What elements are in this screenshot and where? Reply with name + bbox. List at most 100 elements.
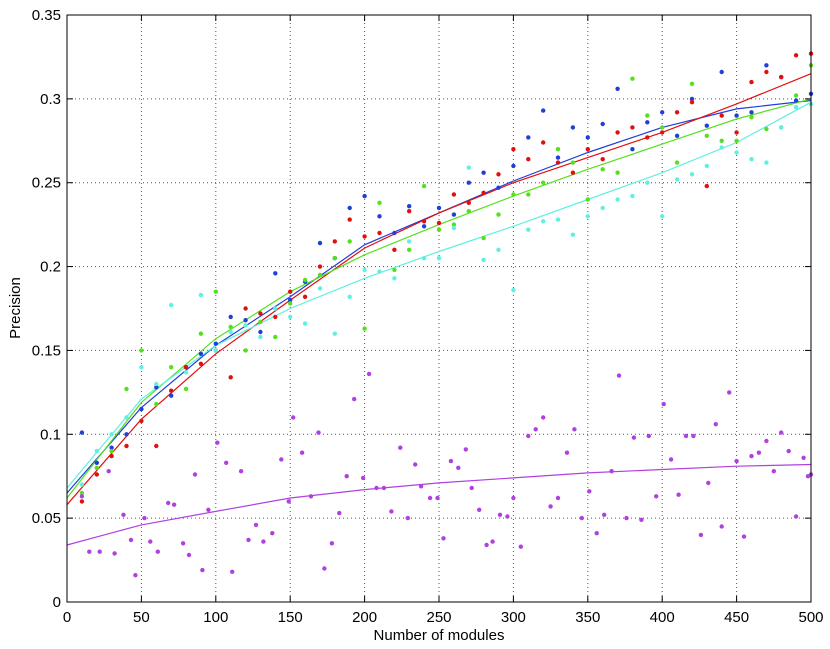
data-point-series-5 [192,472,198,477]
data-point-series-2 [421,219,427,224]
data-point-series-5 [448,458,454,464]
data-point-series-4 [109,432,114,437]
data-point-series-4 [674,177,680,182]
data-point-series-4 [273,306,278,311]
data-point-series-5 [206,507,211,512]
data-point-series-2 [541,140,546,145]
data-point-series-2 [317,264,323,269]
data-point-series-5 [381,485,387,491]
data-point-series-4 [317,286,323,291]
data-point-series-1 [79,430,85,435]
data-point-series-4 [124,415,129,420]
data-point-series-5 [564,450,570,455]
data-point-series-2 [243,306,248,311]
data-point-series-2 [555,160,561,165]
data-point-series-1 [139,406,144,412]
data-point-series-5 [594,531,599,536]
data-point-series-4 [496,247,501,252]
data-point-series-5 [683,433,689,439]
data-point-series-5 [548,504,553,509]
data-point-series-1 [674,133,680,138]
data-point-series-2 [645,135,650,140]
data-point-series-1 [392,230,397,236]
data-point-series-3 [347,239,352,244]
data-point-series-4 [585,214,590,219]
data-point-series-5 [756,450,762,455]
data-point-series-2 [302,294,308,299]
data-point-series-5 [413,462,418,467]
data-point-series-2 [764,69,769,75]
data-point-series-5 [698,532,704,538]
data-point-series-2 [585,147,590,152]
data-point-series-5 [541,415,546,420]
data-point-series-1 [689,96,695,102]
data-point-series-4 [302,321,308,326]
data-point-series-3 [585,197,590,202]
data-point-series-5 [624,515,629,521]
data-point-series-3 [496,212,501,217]
data-point-series-5 [238,469,244,474]
data-point-series-2 [228,375,233,380]
y-tick-label: 0.15 [32,342,61,359]
data-point-series-2 [630,125,635,130]
data-point-series-5 [505,514,510,519]
data-point-series-1 [660,110,665,115]
data-point-series-2 [674,110,680,115]
data-point-series-5 [322,566,327,571]
data-point-series-4 [288,314,293,320]
x-tick-label: 300 [501,609,526,626]
data-point-series-1 [749,110,754,115]
data-point-series-1 [615,86,620,92]
data-point-series-1 [317,240,323,246]
y-axis-label: Precision [7,277,24,339]
data-point-series-2 [109,453,114,459]
data-point-series-2 [660,130,665,135]
data-point-series-4 [139,365,144,370]
data-point-series-4 [779,125,784,130]
data-point-series-5 [631,435,637,440]
data-point-series-5 [511,495,516,501]
data-point-series-4 [332,331,337,336]
data-point-series-2 [436,220,442,226]
x-tick-label: 150 [278,609,303,626]
data-point-series-5 [148,539,153,544]
data-point-series-3 [719,138,724,143]
data-point-series-5 [801,455,806,460]
data-point-series-5 [155,549,160,554]
data-point-series-5 [572,427,577,432]
fit-curve-5 [66,463,812,546]
x-tick-label: 50 [133,609,150,626]
data-point-series-5 [646,433,651,439]
data-point-series-5 [477,507,482,512]
data-point-series-4 [600,205,605,211]
data-point-series-3 [243,348,248,353]
data-point-series-3 [154,401,159,407]
data-point-series-2 [793,53,799,58]
data-point-series-1 [630,147,635,152]
data-point-series-5 [786,448,791,454]
data-point-series-4 [541,219,546,224]
data-point-series-2 [362,234,367,239]
data-point-series-2 [198,361,204,366]
data-point-series-5 [128,537,134,543]
data-point-series-5 [97,549,102,554]
data-point-series-3 [362,326,367,331]
data-point-series-2 [288,289,293,294]
data-point-series-5 [166,500,171,506]
y-tick-label: 0 [53,594,61,611]
data-point-series-2 [749,79,754,85]
data-point-series-1 [704,123,709,128]
data-point-series-3 [139,348,144,353]
data-point-series-3 [615,170,620,175]
data-point-series-3 [481,235,486,241]
data-point-series-2 [526,157,531,162]
y-tick-label: 0.25 [32,175,61,192]
data-point-series-5 [639,517,644,522]
data-point-series-5 [246,537,251,543]
y-tick-label: 0.05 [32,510,61,527]
grid [67,15,811,602]
data-point-series-4 [421,256,427,261]
data-point-series-5 [286,499,291,504]
x-tick-label: 250 [426,609,451,626]
